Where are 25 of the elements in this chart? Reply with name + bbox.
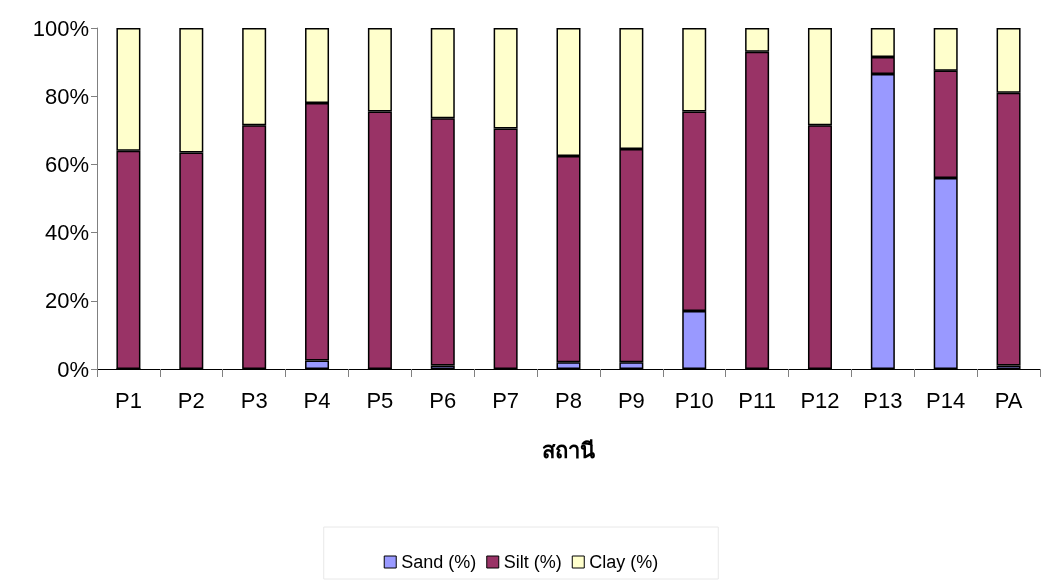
x-tick-label: P11 bbox=[738, 387, 776, 413]
x-tick-label: P3 bbox=[240, 387, 268, 413]
x-tick-label: PA bbox=[994, 387, 1023, 413]
x-tick-label: P2 bbox=[177, 387, 205, 413]
x-tick-label: P6 bbox=[429, 387, 457, 413]
x-tick-label: P8 bbox=[555, 387, 582, 413]
y-tick-label: 60% bbox=[44, 151, 89, 177]
y-tick-label: 80% bbox=[44, 83, 89, 109]
legend-label: Sand (%) bbox=[401, 552, 477, 572]
x-tick-label: P13 bbox=[863, 387, 903, 413]
y-tick-label: 100% bbox=[32, 15, 89, 41]
x-axis-title: สถานี bbox=[542, 437, 595, 463]
y-tick-label: 0% bbox=[57, 356, 89, 382]
x-tick-label: P7 bbox=[492, 387, 520, 413]
x-tick-label: P14 bbox=[926, 387, 966, 413]
x-tick-label: P12 bbox=[800, 387, 840, 413]
y-tick-label: 20% bbox=[44, 288, 89, 314]
x-tick-label: P10 bbox=[674, 387, 714, 413]
legend-label: Silt (%) bbox=[503, 552, 562, 572]
x-tick-label: P9 bbox=[617, 387, 645, 413]
y-tick-label: 40% bbox=[44, 220, 89, 246]
legend-label: Clay (%) bbox=[589, 552, 659, 572]
x-tick-label: P5 bbox=[366, 387, 394, 413]
x-tick-label: P1 bbox=[114, 387, 142, 413]
x-tick-label: P4 bbox=[303, 387, 331, 413]
